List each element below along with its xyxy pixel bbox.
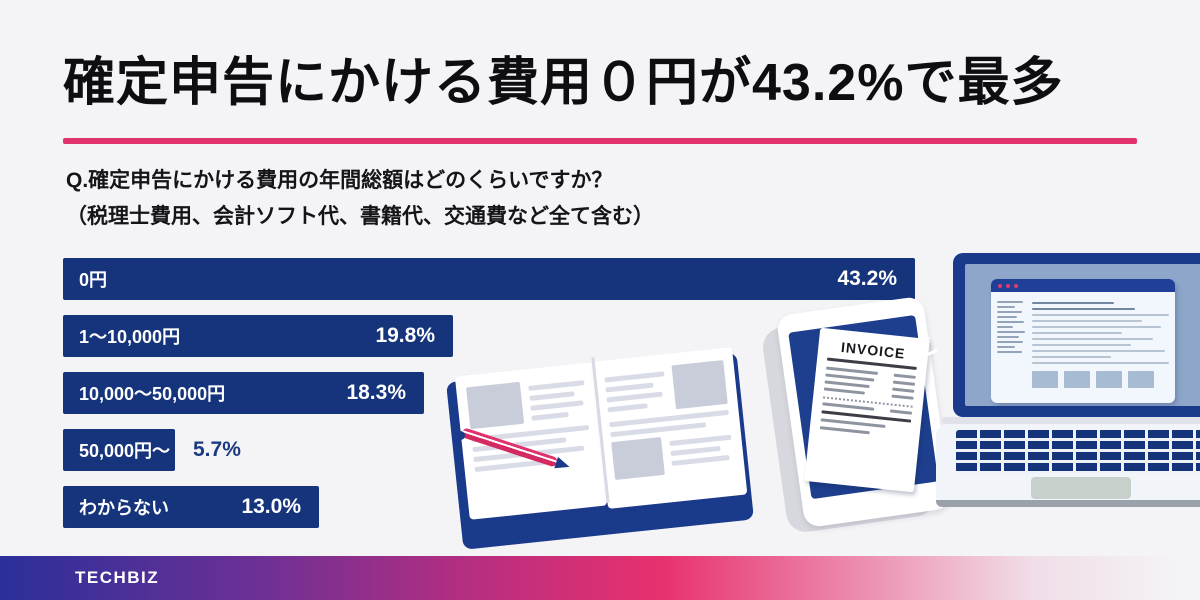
browser-content (991, 292, 1175, 394)
bar: 50,000円〜 (63, 429, 175, 471)
laptop-base-edge (936, 500, 1200, 507)
survey-question: Q.確定申告にかける費用の年間総額はどのくらいですか？ （税理士費用、会計ソフト… (66, 163, 654, 235)
question-line-2: （税理士費用、会計ソフト代、書籍代、交通費など全て含む） (66, 205, 654, 228)
window-dot-icon (1014, 283, 1018, 288)
page-title: 確定申告にかける費用０円が43.2%で最多 (63, 54, 1064, 112)
page-image-placeholder (611, 437, 665, 481)
bar-row: わからない 13.0% (63, 486, 915, 528)
notebook-clasp-dot (623, 513, 634, 524)
bar-value-label: 18.3% (346, 381, 406, 404)
trackpad (1031, 477, 1131, 499)
page-image-placeholder (466, 381, 525, 430)
bar: わからない 13.0% (63, 486, 319, 528)
bar-value-label: 5.7% (193, 438, 241, 461)
bar: 0円 43.2% (63, 258, 915, 300)
bar-value-label: 43.2% (837, 267, 897, 290)
thumbnail-blocks (1032, 371, 1169, 388)
notebook-illustration (446, 345, 754, 550)
bar-category-label: 10,000〜50,000円 (79, 384, 226, 404)
bar-chart: 0円 43.2% 1〜10,000円 19.8% 10,000〜50,000円 … (63, 258, 915, 528)
browser-titlebar (991, 279, 1175, 292)
bar-category-label: 0円 (79, 270, 108, 290)
invoice-paper: INVOICE (804, 327, 930, 493)
bar-row: 10,000〜50,000円 18.3% (63, 372, 915, 414)
laptop-hinge (942, 417, 1200, 424)
bar-row: 1〜10,000円 19.8% (63, 315, 915, 357)
bar-value-label: 13.0% (241, 495, 301, 518)
browser-window (991, 279, 1175, 403)
bar-category-label: わからない (79, 498, 169, 518)
keyboard (956, 430, 1200, 473)
page-image-placeholder (671, 360, 728, 410)
bar-row: 0円 43.2% (63, 258, 915, 300)
bar-category-label: 50,000円〜 (79, 441, 171, 461)
bar: 10,000〜50,000円 18.3% (63, 372, 424, 414)
browser-main (1032, 298, 1169, 388)
laptop-illustration (930, 235, 1200, 525)
window-dot-icon (998, 283, 1002, 288)
question-line-1: Q.確定申告にかける費用の年間総額はどのくらいですか？ (66, 169, 613, 192)
bar-row: 50,000円〜 5.7% (63, 429, 915, 471)
bar-category-label: 1〜10,000円 (79, 327, 181, 347)
footer-bar: TECHBIZ (0, 556, 1200, 600)
bar: 1〜10,000円 19.8% (63, 315, 453, 357)
pencil-end-dot (456, 431, 465, 440)
window-dot-icon (1006, 283, 1010, 288)
notebook-right-page (592, 347, 748, 509)
brand-logo: TECHBIZ (75, 568, 160, 587)
title-underline (63, 138, 1137, 144)
bar-value-label: 19.8% (375, 324, 435, 347)
browser-sidebar (997, 298, 1025, 388)
